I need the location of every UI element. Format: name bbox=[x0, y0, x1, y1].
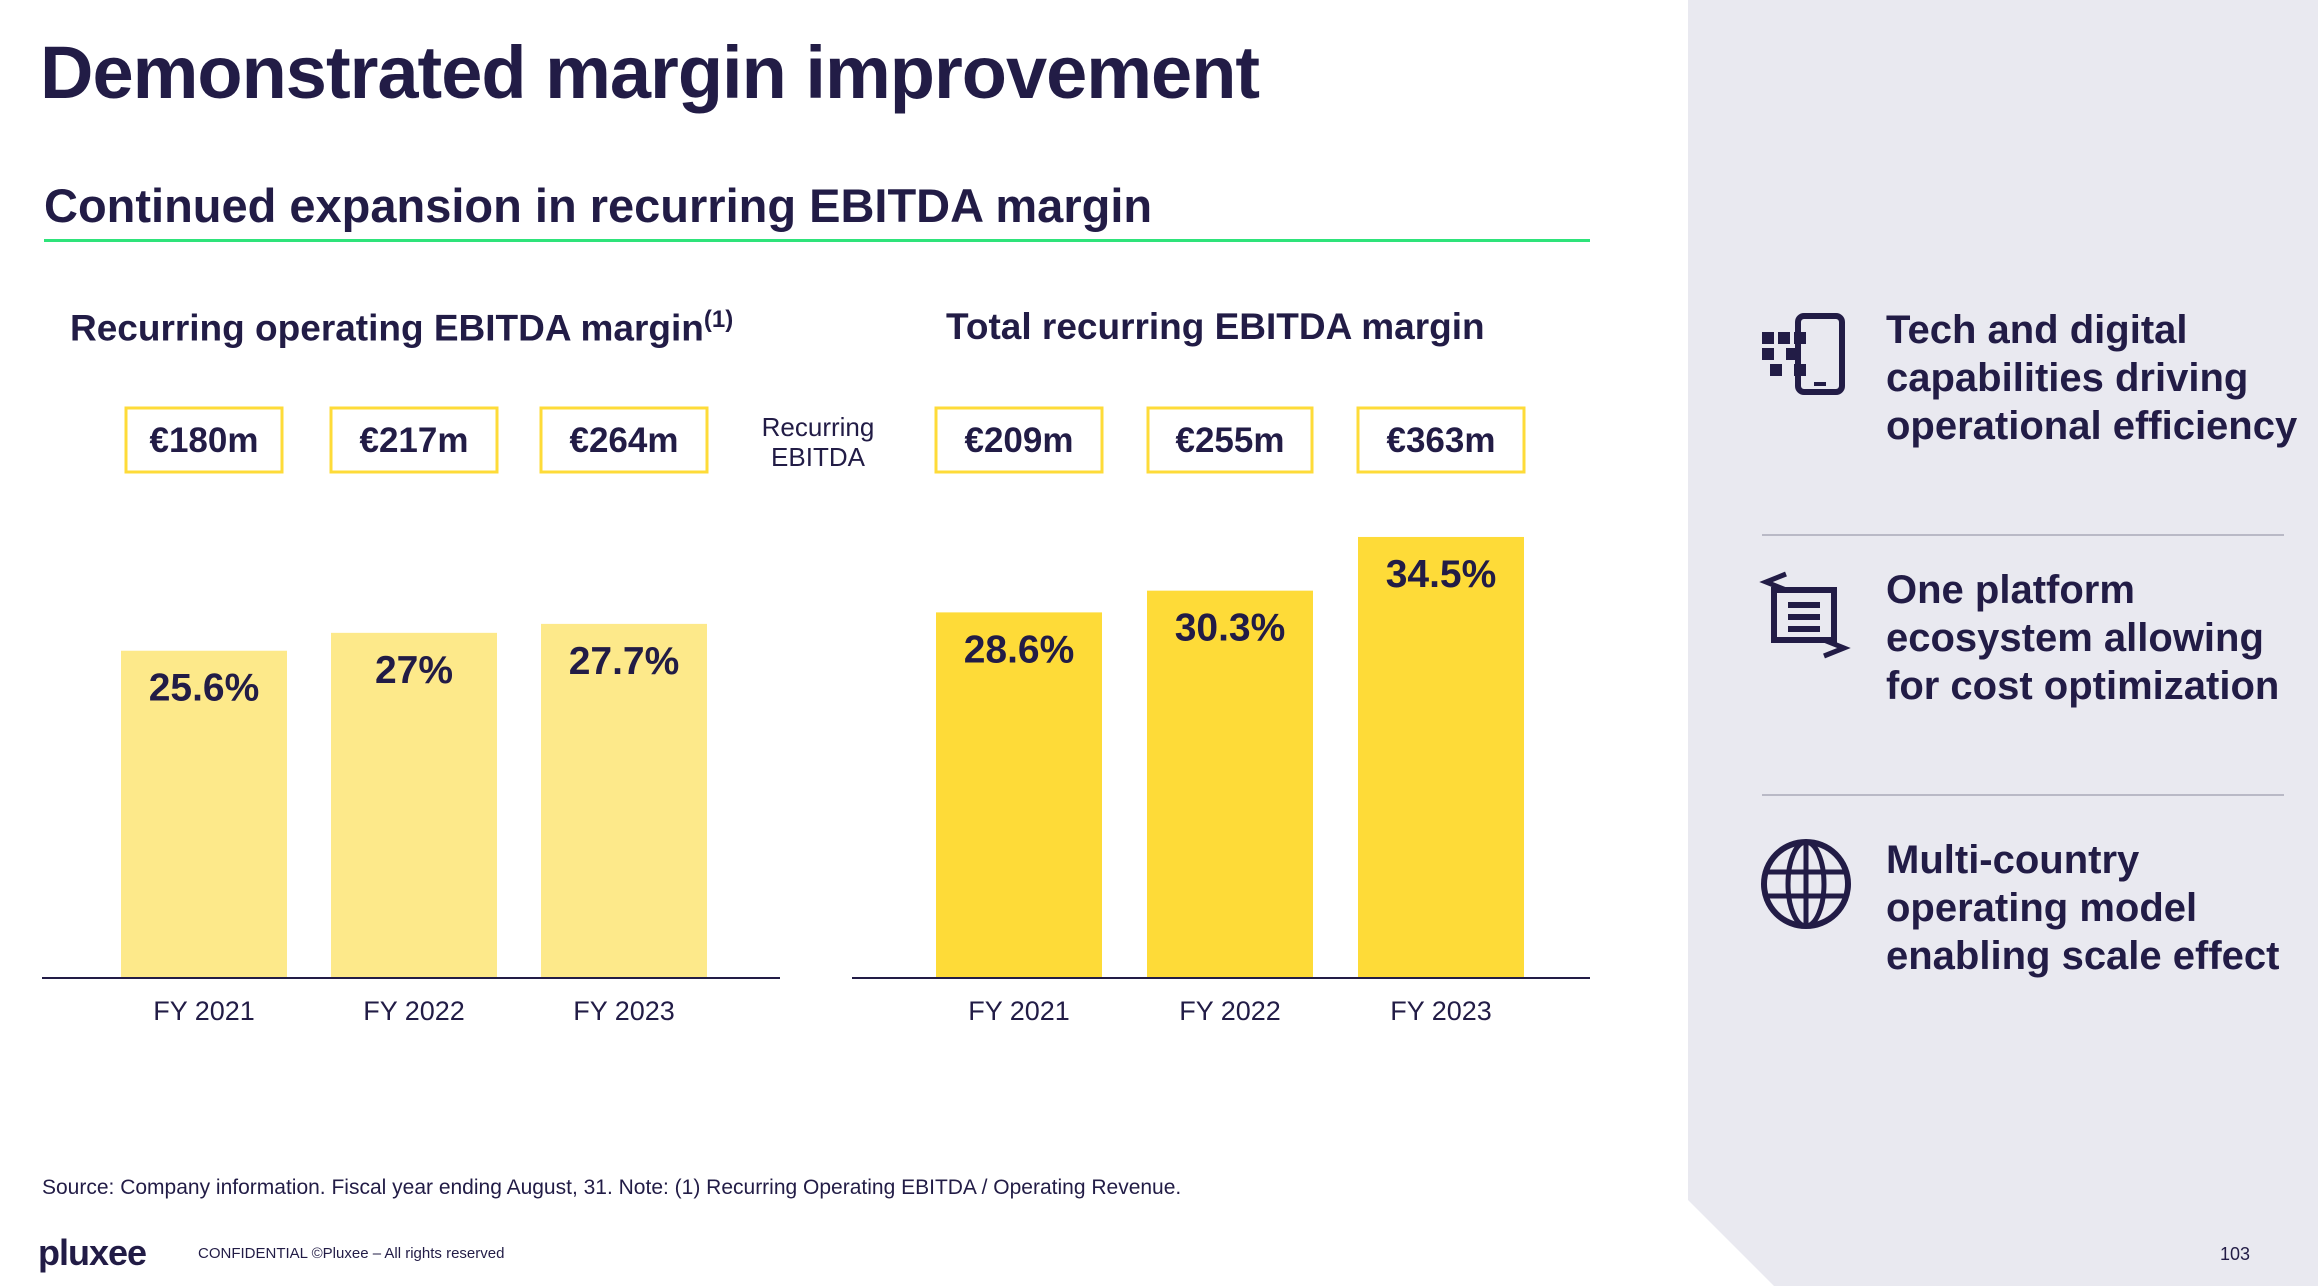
recurring-ebitda-label: Recurring EBITDA bbox=[740, 412, 896, 472]
value-label: 27% bbox=[375, 649, 453, 692]
value-label: 28.6% bbox=[964, 628, 1075, 671]
value-label: 25.6% bbox=[149, 667, 260, 710]
source-note: Source: Company information. Fiscal year… bbox=[42, 1176, 1182, 1199]
ebitda-box-label: €255m bbox=[1176, 421, 1285, 460]
digital-tech-icon bbox=[1762, 313, 1845, 395]
ebitda-box-label: €209m bbox=[965, 421, 1074, 460]
recurring-ebitda-label-line2: EBITDA bbox=[771, 442, 865, 472]
bar-operating-2 bbox=[541, 623, 707, 978]
ebitda-box-label: €264m bbox=[570, 421, 679, 460]
ebitda-box-label: €217m bbox=[360, 421, 469, 460]
panel-divider-2 bbox=[1762, 794, 2284, 796]
panel-divider-1 bbox=[1762, 534, 2284, 536]
feature-multicountry-text: Multi-country operating model enabling s… bbox=[1886, 838, 2280, 978]
charts-svg: 25.6% FY 2021 €180m 27% FY 2022 €217m 27.7% FY … bbox=[42, 406, 1590, 1026]
section-underline bbox=[44, 239, 1590, 242]
page-title: Demonstrated margin improvement bbox=[40, 31, 1260, 114]
chart-title-operating: Recurring operating EBITDA margin(1) bbox=[70, 306, 733, 349]
x-tick-label: FY 2021 bbox=[153, 996, 255, 1026]
ebitda-box bbox=[329, 406, 499, 474]
globe-icon bbox=[1761, 839, 1851, 929]
pluxee-logo: pluxee bbox=[38, 1232, 147, 1273]
bar-operating-1 bbox=[331, 632, 497, 978]
panel-corner-cut bbox=[1688, 1200, 1774, 1286]
ebitda-box bbox=[539, 406, 709, 474]
bar-total-0 bbox=[936, 612, 1102, 978]
ebitda-box bbox=[1356, 406, 1526, 474]
bar-total-2 bbox=[1358, 536, 1524, 978]
ebitda-box-label: €363m bbox=[1387, 421, 1496, 460]
ebitda-box bbox=[124, 406, 284, 474]
ebitda-box bbox=[934, 406, 1104, 474]
chart-title-footnote: (1) bbox=[703, 306, 734, 333]
confidential-notice: CONFIDENTIAL ©Pluxee – All rights reserv… bbox=[198, 1245, 505, 1262]
ebitda-box bbox=[1146, 406, 1314, 474]
chart-title-operating-text: Recurring operating EBITDA margin bbox=[70, 307, 704, 349]
feature-platform-text: One platform ecosystem allowing for cost… bbox=[1886, 568, 2280, 708]
value-label: 30.3% bbox=[1175, 607, 1286, 650]
x-tick-label: FY 2022 bbox=[1179, 996, 1281, 1026]
value-label: 34.5% bbox=[1386, 553, 1497, 596]
bar-operating-0 bbox=[121, 650, 287, 978]
feature-tech-text: Tech and digital capabilities driving op… bbox=[1886, 308, 2298, 448]
chart-title-total: Total recurring EBITDA margin bbox=[946, 306, 1485, 347]
recurring-ebitda-label-line1: Recurring bbox=[761, 412, 875, 442]
page-number: 103 bbox=[2220, 1244, 2251, 1264]
x-tick-label: FY 2023 bbox=[1390, 996, 1492, 1026]
value-label: 27.7% bbox=[569, 640, 680, 683]
x-tick-label: FY 2022 bbox=[363, 996, 465, 1026]
section-heading: Continued expansion in recurring EBITDA … bbox=[44, 179, 1153, 232]
bar-total-1 bbox=[1147, 590, 1313, 978]
ebitda-box-label: €180m bbox=[150, 421, 259, 460]
platform-ecosystem-icon bbox=[1759, 571, 1851, 659]
x-tick-label: FY 2023 bbox=[573, 996, 675, 1026]
x-tick-label: FY 2021 bbox=[968, 996, 1070, 1026]
